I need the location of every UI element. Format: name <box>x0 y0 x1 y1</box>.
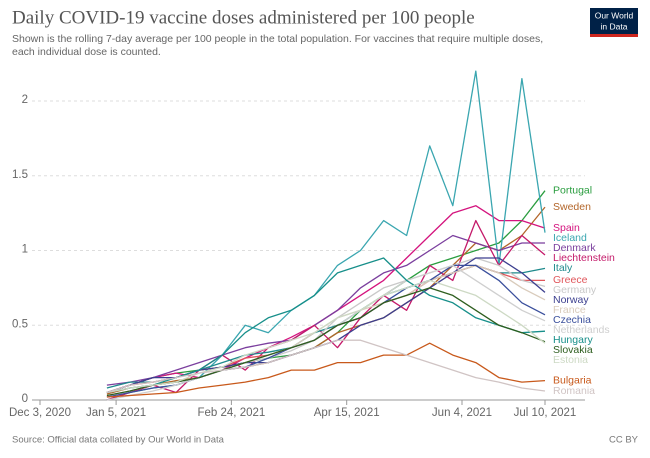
legend-label: Norway <box>553 294 589 306</box>
y-tick-label: 0 <box>22 393 28 405</box>
series-line <box>106 279 546 394</box>
legend-label: Sweden <box>553 201 591 213</box>
series-line <box>106 287 546 397</box>
chart-title: Daily COVID-19 vaccine doses administere… <box>12 7 475 28</box>
x-tick-label: Jun 4, 2021 <box>432 407 492 419</box>
source: Source: Official data collated by Our Wo… <box>12 435 225 446</box>
legend-label: Italy <box>553 262 573 274</box>
x-tick-label: Dec 3, 2020 <box>9 407 71 419</box>
y-tick-label: 2 <box>22 94 28 106</box>
series-line <box>106 219 546 401</box>
y-tick-label: 1.5 <box>12 169 28 181</box>
legend-label: Slovakia <box>553 344 593 356</box>
legend-label: Denmark <box>553 242 596 254</box>
x-tick-label: Apr 15, 2021 <box>314 407 380 419</box>
subtitle: Shown is the rolling 7-day average per 1… <box>12 33 543 45</box>
x-tick-label: Feb 24, 2021 <box>198 407 266 419</box>
legend-label: Spain <box>553 222 580 234</box>
legend-label: Greece <box>553 274 588 286</box>
legend-label: Netherlands <box>553 324 610 336</box>
legend-label: Iceland <box>553 232 587 244</box>
legend-label: Portugal <box>553 184 592 196</box>
series-line <box>106 190 546 394</box>
logo-text: Our World <box>595 10 634 20</box>
series-line <box>106 234 545 386</box>
x-tick-label: Jan 5, 2021 <box>86 407 146 419</box>
legend-label: Estonia <box>553 354 588 366</box>
legend-label: Czechia <box>553 314 591 326</box>
logo[interactable]: Our World in Data <box>590 8 638 37</box>
legend-label: Bulgaria <box>553 374 592 386</box>
subtitle: each individual dose is counted. <box>12 46 161 58</box>
logo-box <box>590 8 638 36</box>
logo-stripe <box>590 34 638 37</box>
logo-text: in Data <box>601 21 628 31</box>
y-tick-label: 0.5 <box>12 318 28 330</box>
series-line <box>106 70 546 401</box>
legend-label: Germany <box>553 284 597 296</box>
legend-label: Liechtenstein <box>553 252 615 264</box>
y-tick-label: 1 <box>22 244 28 256</box>
series-line <box>106 342 546 398</box>
x-tick-label: Jul 10, 2021 <box>514 407 577 419</box>
series-line <box>106 339 546 394</box>
legend-label: Hungary <box>553 334 593 346</box>
legend-label: Romania <box>553 385 595 397</box>
license: CC BY <box>609 435 639 446</box>
legend-label: France <box>553 304 586 316</box>
